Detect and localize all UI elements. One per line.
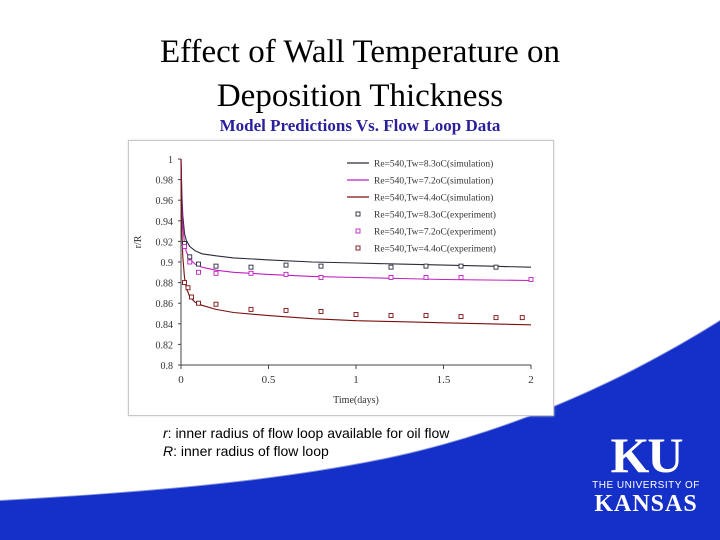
x-tick-label: 0.5 [262, 374, 276, 386]
series-point-3-6 [318, 263, 324, 269]
ku-mark: KU [610, 427, 684, 483]
y-tick-label: 0.96 [156, 196, 174, 207]
series-point-4-2 [196, 269, 201, 275]
series-point-5-1 [185, 285, 191, 291]
legend-label-0: Re=540,Tw=8.3oC(simulation) [374, 159, 493, 170]
legend-label-1: Re=540,Tw=7.2oC(simulation) [374, 176, 493, 187]
x-tick-label: 0 [178, 374, 184, 386]
series-point-3-8 [423, 263, 429, 269]
series-point-3-7 [388, 264, 394, 270]
series-point-5-10 [423, 313, 429, 319]
slide-subtitle: Model Predictions Vs. Flow Loop Data [219, 116, 501, 135]
series-point-3-9 [458, 263, 464, 269]
series-point-4-7 [388, 274, 394, 280]
legend-swatch-5 [355, 245, 361, 251]
series-point-5-4 [213, 301, 219, 307]
y-tick-label: 0.8 [161, 361, 174, 372]
series-point-3-10 [493, 264, 499, 270]
caption-var-r: r [163, 425, 168, 441]
y-tick-label: 0.94 [156, 217, 174, 228]
series-point-4-0 [182, 244, 187, 250]
y-tick-label: 0.88 [156, 279, 174, 290]
series-point-3-4 [248, 264, 254, 270]
y-tick-label: 0.86 [156, 299, 174, 310]
slide-title: Effect of Wall Temperature on Deposition… [0, 30, 720, 118]
y-tick-label: 0.92 [156, 237, 174, 248]
legend-swatch-3 [355, 211, 361, 217]
ku-logo-line2: KANSAS [594, 491, 698, 517]
legend-swatch-4 [355, 228, 361, 234]
legend-label-5: Re=540,Tw=4.4oC(experiment) [374, 244, 496, 255]
slide-title-line2: Deposition Thickness [216, 78, 504, 114]
series-point-5-5 [248, 306, 254, 312]
series-point-4-4 [248, 270, 254, 276]
x-axis-label: Time(days) [333, 395, 379, 406]
caption-var-R: R [163, 443, 174, 459]
y-axis-label: r/R [133, 235, 144, 248]
series-point-5-3 [196, 300, 201, 306]
series-point-4-1 [187, 259, 193, 265]
legend-label-3: Re=540,Tw=8.3oC(experiment) [374, 210, 496, 221]
series-point-5-11 [458, 314, 464, 320]
series-point-5-0 [182, 280, 187, 286]
series-point-3-3 [213, 263, 219, 269]
series-line-1 [180, 158, 532, 282]
series-point-4-6 [318, 274, 324, 280]
y-tick-label: 1 [168, 155, 173, 166]
series-point-5-12 [493, 315, 499, 321]
y-tick-label: 0.98 [156, 176, 174, 187]
legend-label-2: Re=540,Tw=4.4oC(simulation) [374, 193, 493, 204]
series-point-3-2 [196, 261, 201, 267]
legend-label-4: Re=540,Tw=7.2oC(experiment) [374, 227, 496, 238]
series-point-5-6 [283, 307, 289, 313]
series-line-2 [180, 158, 532, 326]
caption-text-r: : inner radius of flow loop available fo… [167, 425, 450, 441]
y-tick-label: 0.82 [156, 340, 174, 351]
x-tick-label: 2 [528, 374, 534, 386]
series-point-5-13 [519, 315, 525, 321]
ku-logo: KU THE UNIVERSITY OF KANSAS [590, 427, 702, 517]
series-line-0 [180, 158, 532, 268]
series-point-5-2 [189, 294, 194, 300]
series-point-4-9 [458, 274, 464, 280]
series-point-5-8 [353, 312, 359, 317]
series-point-4-8 [423, 274, 429, 280]
series-point-4-5 [283, 271, 289, 277]
series-point-3-1 [187, 254, 193, 260]
chart-panel: 0.8 0.82 0.84 0.86 0.88 0.9 0.92 0.94 0.96 0.98 1 0… [128, 140, 554, 416]
x-tick-label: 1.5 [437, 374, 451, 386]
series-point-3-5 [283, 262, 289, 268]
caption-line-R: R: inner radius of flow loop [163, 442, 449, 460]
slide-title-line1: Effect of Wall Temperature on [159, 34, 561, 70]
series-point-5-7 [318, 308, 324, 314]
y-tick-label: 0.84 [156, 320, 174, 331]
y-tick-label: 0.9 [161, 258, 174, 269]
caption-text-R: : inner radius of flow loop [173, 443, 329, 459]
deposition-chart: 0.8 0.82 0.84 0.86 0.88 0.9 0.92 0.94 0.96 0.98 1 0… [133, 155, 534, 406]
caption: r: inner radius of flow loop available f… [163, 424, 449, 460]
ku-logo-line1: THE UNIVERSITY OF [592, 480, 700, 491]
series-point-5-9 [388, 313, 394, 319]
series-point-4-10 [528, 277, 534, 282]
series-point-4-3 [213, 270, 219, 276]
x-tick-label: 1 [353, 374, 359, 386]
caption-line-r: r: inner radius of flow loop available f… [163, 424, 449, 442]
